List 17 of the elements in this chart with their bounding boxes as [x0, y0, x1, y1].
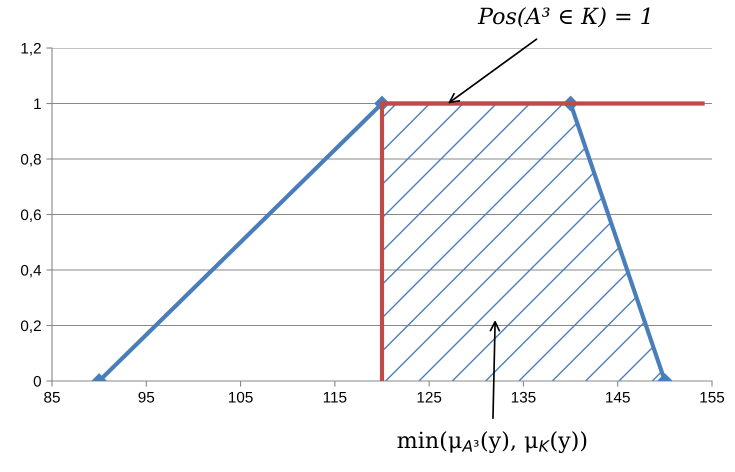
- x-tick-label: 105: [228, 392, 253, 403]
- y-tick-label: 1,2: [22, 42, 41, 56]
- y-tick-label: 1: [34, 98, 41, 110]
- y-tick-label: 0: [34, 376, 41, 387]
- text: min(μ$_{A³}$(y), μ$_{K}$(y)): [397, 431, 586, 453]
- y-tick-label: 0,2: [20, 320, 41, 333]
- x-tick-label: 155: [700, 392, 724, 403]
- x-tick-label: 125: [418, 392, 442, 403]
- annotation: Pos(A³ ∈ К) = 1: [478, 7, 650, 28]
- y-tick-label: 0,8: [20, 154, 41, 166]
- x-tick-label: 115: [324, 392, 346, 403]
- x-tick-label: 85: [44, 392, 60, 403]
- y-tick-label: 0,6: [20, 209, 41, 222]
- x-tick-label: 135: [512, 392, 536, 403]
- x-tick-label: 145: [606, 392, 630, 403]
- x-tick-label: 95: [138, 392, 154, 403]
- y-tick-label: 0,4: [20, 264, 42, 278]
